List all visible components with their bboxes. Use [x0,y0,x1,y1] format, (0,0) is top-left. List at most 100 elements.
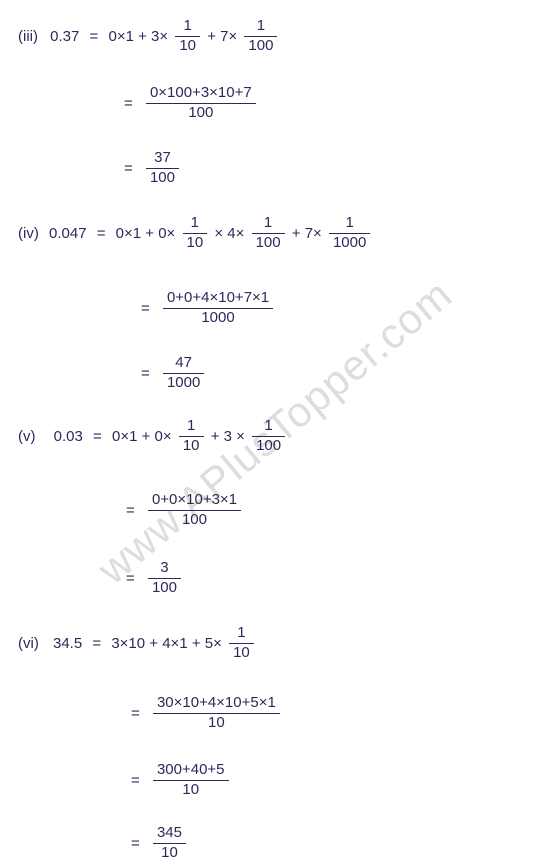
problem-vi-step4: = 345 10 [125,825,189,861]
numerator: 0×100+3×10+7 [146,85,256,104]
problem-iv-step2: = 0+0+4×10+7×1 1000 [135,290,276,326]
term: 0× [155,428,172,445]
numerator: 0+0+4×10+7×1 [163,290,273,309]
term: 0× [158,225,175,242]
problem-iii-step2: = 0×100+3×10+7 100 [118,85,259,121]
problem-v-step3: = 3 100 [120,560,184,596]
term: 3× [151,28,168,45]
denominator: 10 [153,781,229,799]
problem-vi-step2: = 30×10+4×10+5×1 10 [125,695,283,731]
term: 4×1 [162,635,187,652]
numerator: 0+0×10+3×1 [148,492,241,511]
problem-iv-step1: (iv) 0.047 = 0×1 + 0× 1 10 × 4× 1 100 + … [18,215,373,251]
numerator: 1 [252,215,285,234]
problem-iv-label: (iv) [18,225,39,242]
term: 0×1 [108,28,133,45]
problem-vi-step1: (vi) 34.5 = 3×10 + 4×1 + 5× 1 10 [18,625,257,661]
fraction: 0+0+4×10+7×1 1000 [163,290,273,326]
equals-sign: = [141,365,150,382]
equals-sign: = [124,160,133,177]
fraction: 300+40+5 10 [153,762,229,798]
problem-iv-step3: = 47 1000 [135,355,207,391]
page: www.APlusTopper.com (iii) 0.37 = 0×1 + 3… [0,0,549,864]
numerator: 1 [329,215,370,234]
equals-sign: = [126,570,135,587]
equals-sign: = [126,502,135,519]
equals-sign: = [97,225,106,242]
plus: + [149,635,158,652]
plus: + [145,225,154,242]
denominator: 10 [179,437,204,455]
denominator: 10 [153,844,186,862]
problem-v-value: 0.03 [54,428,83,445]
numerator: 30×10+4×10+5×1 [153,695,280,714]
fraction: 3 100 [148,560,181,596]
denominator: 1000 [163,309,273,327]
equals-sign: = [93,428,102,445]
numerator: 37 [146,150,179,169]
term: 5× [205,635,222,652]
fraction: 1 100 [252,215,285,251]
problem-iii-value: 0.37 [50,28,79,45]
term: + 3 × [211,428,245,445]
numerator: 300+40+5 [153,762,229,781]
problem-v-step2: = 0+0×10+3×1 100 [120,492,244,528]
equals-sign: = [131,772,140,789]
denominator: 1000 [329,234,370,252]
numerator: 47 [163,355,204,374]
numerator: 1 [179,418,204,437]
numerator: 1 [183,215,208,234]
fraction: 47 1000 [163,355,204,391]
term: 0×1 [116,225,141,242]
fraction: 37 100 [146,150,179,186]
numerator: 345 [153,825,186,844]
problem-v-step1: (v) 0.03 = 0×1 + 0× 1 10 + 3 × 1 100 [18,418,288,454]
numerator: 1 [244,18,277,37]
fraction: 0×100+3×10+7 100 [146,85,256,121]
fraction: 0+0×10+3×1 100 [148,492,241,528]
denominator: 100 [146,169,179,187]
equals-sign: = [141,300,150,317]
denominator: 100 [252,437,285,455]
denominator: 10 [229,644,254,662]
term: × 4× [214,225,244,242]
denominator: 100 [148,579,181,597]
fraction: 1 10 [179,418,204,454]
problem-vi-label: (vi) [18,635,39,652]
denominator: 100 [252,234,285,252]
denominator: 10 [175,37,200,55]
term: 0×1 [112,428,137,445]
problem-iii-step1: (iii) 0.37 = 0×1 + 3× 1 10 + 7× 1 100 [18,18,280,54]
plus: + [207,28,216,45]
equals-sign: = [92,635,101,652]
numerator: 1 [252,418,285,437]
plus: + [142,428,151,445]
term: + 7× [292,225,322,242]
denominator: 100 [146,104,256,122]
fraction: 1 1000 [329,215,370,251]
plus: + [192,635,201,652]
problem-iii-label: (iii) [18,28,38,45]
fraction: 1 10 [229,625,254,661]
fraction: 1 100 [252,418,285,454]
numerator: 3 [148,560,181,579]
denominator: 1000 [163,374,204,392]
denominator: 10 [153,714,280,732]
fraction: 1 100 [244,18,277,54]
fraction: 1 10 [183,215,208,251]
equals-sign: = [124,95,133,112]
problem-vi-step3: = 300+40+5 10 [125,762,232,798]
equals-sign: = [131,705,140,722]
numerator: 1 [175,18,200,37]
denominator: 100 [148,511,241,529]
equals-sign: = [90,28,99,45]
problem-vi-value: 34.5 [53,635,82,652]
numerator: 1 [229,625,254,644]
equals-sign: = [131,835,140,852]
denominator: 10 [183,234,208,252]
fraction: 30×10+4×10+5×1 10 [153,695,280,731]
fraction: 345 10 [153,825,186,861]
problem-iii-step3: = 37 100 [118,150,182,186]
problem-v-label: (v) [18,428,36,445]
problem-iv-value: 0.047 [49,225,87,242]
